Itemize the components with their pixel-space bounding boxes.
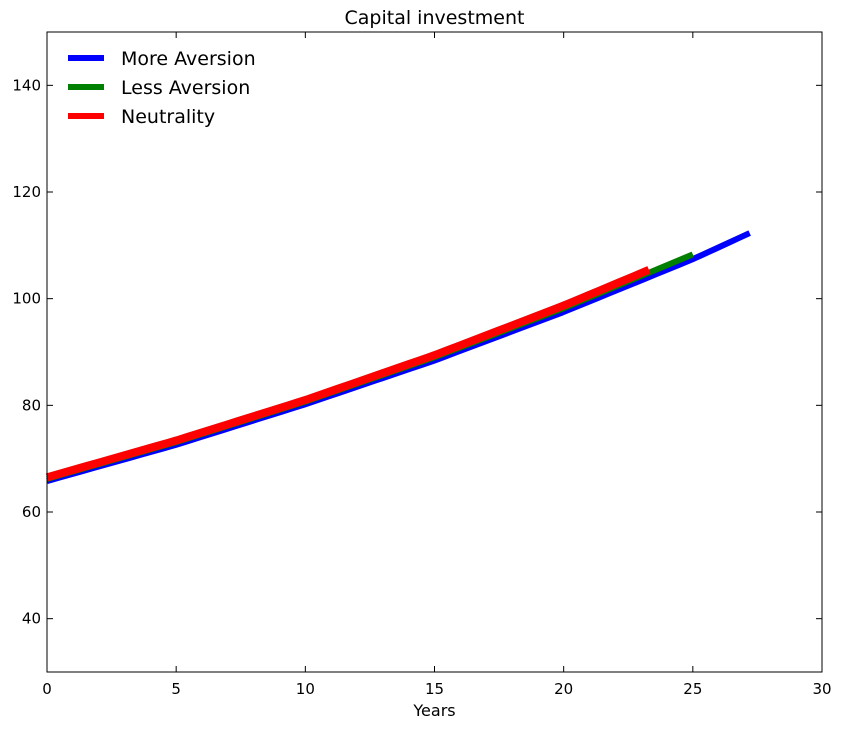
y-tick-label: 100 <box>12 290 41 308</box>
x-tick-label: 20 <box>554 680 573 698</box>
plot-frame <box>46 31 823 673</box>
legend-entry: Less Aversion <box>68 77 250 99</box>
y-tick-label: 120 <box>12 183 41 201</box>
series-line-neutrality <box>45 266 651 482</box>
x-tick-label: 0 <box>42 680 52 698</box>
x-tick-label: 15 <box>425 680 444 698</box>
x-tick-label: 10 <box>296 680 315 698</box>
legend-label: More Aversion <box>121 48 256 70</box>
x-tick-label: 5 <box>171 680 181 698</box>
y-tick-label: 80 <box>22 396 41 414</box>
legend-label: Less Aversion <box>121 77 250 99</box>
y-tick-label: 60 <box>22 503 41 521</box>
series-layer <box>45 230 751 484</box>
chart-title: Capital investment <box>345 7 525 29</box>
x-tick-label: 30 <box>812 680 831 698</box>
y-tick-label: 40 <box>22 610 41 628</box>
legend: More Aversion Less Aversion Neutrality <box>68 48 256 128</box>
x-axis-label: Years <box>412 701 455 720</box>
y-tick-label: 140 <box>12 76 41 94</box>
legend-entry: Neutrality <box>68 106 215 128</box>
x-tick-label: 25 <box>683 680 702 698</box>
legend-label: Neutrality <box>121 106 215 128</box>
legend-entry: More Aversion <box>68 48 256 70</box>
